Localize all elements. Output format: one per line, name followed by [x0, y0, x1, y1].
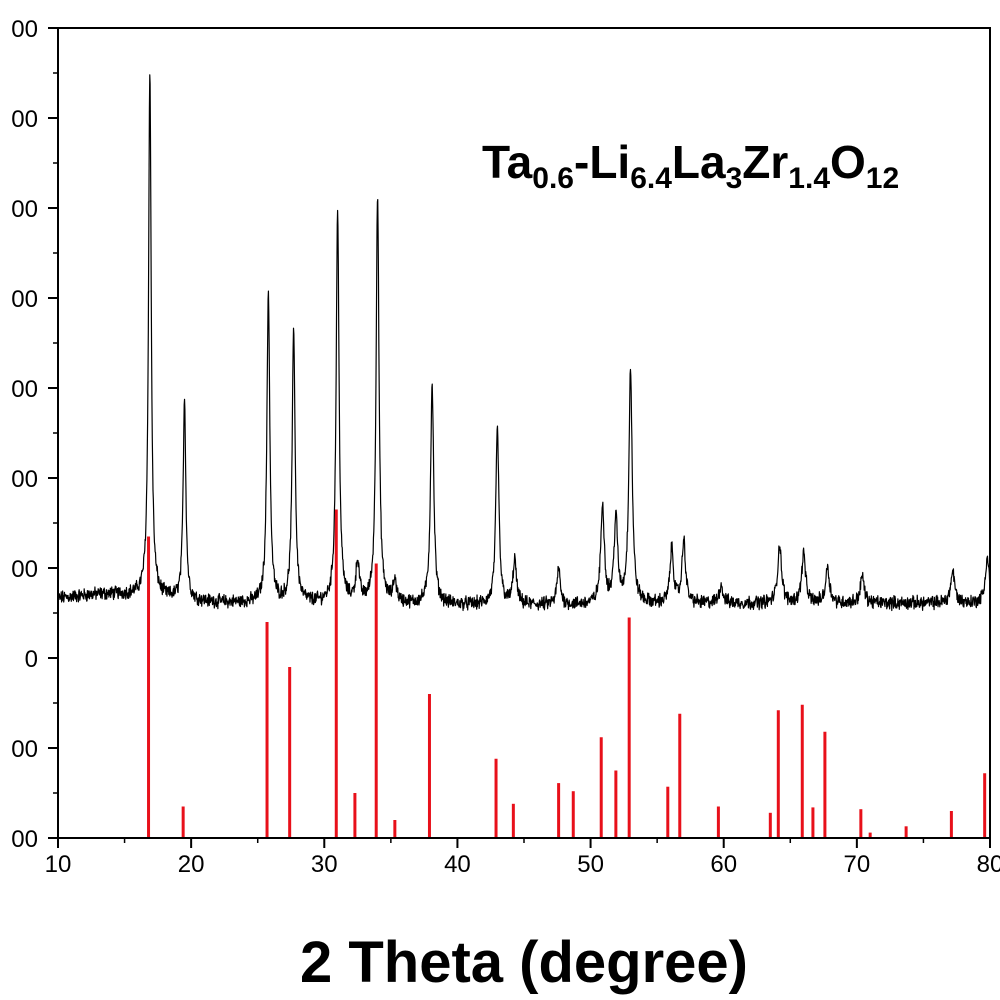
formula-subscript: 1.4: [788, 162, 830, 195]
formula-subscript: 6.4: [630, 162, 672, 195]
plot-frame: [57, 27, 991, 839]
x-tick-label: 50: [577, 851, 604, 878]
x-tick-label: 70: [844, 851, 871, 878]
x-tick-label: 60: [710, 851, 737, 878]
x-axis-ticks: 10 20 30 40 50 60 70 80: [45, 838, 1000, 878]
y-tick-label: 00: [11, 556, 38, 583]
formula-symbol: O: [830, 136, 866, 188]
x-axis-title: 2 Theta (degree): [300, 930, 748, 995]
x-tick-label: 40: [444, 851, 471, 878]
formula-subscript: 12: [866, 162, 899, 195]
y-tick-label: 00: [11, 286, 38, 313]
formula-subscript: 0.6: [532, 162, 574, 195]
x-tick-label: 10: [45, 851, 72, 878]
formula-symbol: Ta: [482, 136, 533, 188]
formula-symbol: Zr: [742, 136, 788, 188]
x-tick-label: 20: [178, 851, 205, 878]
y-tick-label: 0: [25, 646, 38, 673]
plot-background: [58, 28, 990, 838]
x-tick-label: 30: [311, 851, 338, 878]
x-tick-label: 80: [977, 851, 1000, 878]
y-tick-label: 00: [11, 106, 38, 133]
y-tick-label: 00: [11, 376, 38, 403]
y-tick-label: 00: [11, 736, 38, 763]
formula-symbol: La: [672, 136, 726, 188]
y-tick-label: 00: [11, 16, 38, 43]
measured-xrd-pattern-line: [57, 74, 991, 612]
y-tick-label: 00: [11, 826, 38, 853]
formula-symbol: -Li: [574, 136, 630, 188]
y-tick-label: 00: [11, 466, 38, 493]
compound-formula-annotation: Ta0.6-Li6.4La3Zr1.4O12: [482, 136, 899, 195]
y-tick-label: 00: [11, 196, 38, 223]
formula-subscript: 3: [726, 162, 743, 195]
reference-pattern-sticks: [147, 509, 987, 838]
